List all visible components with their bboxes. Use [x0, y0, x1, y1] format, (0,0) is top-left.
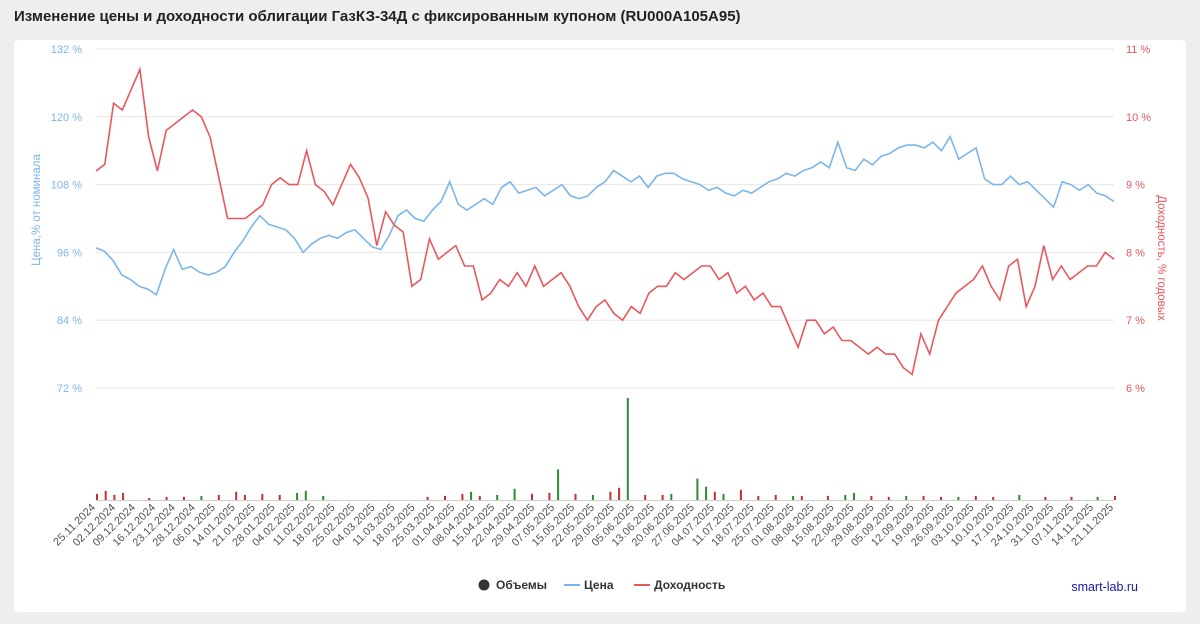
volume-bar — [217, 494, 220, 500]
volume-bar — [200, 495, 203, 500]
right-tick-label: 8 % — [1126, 247, 1145, 259]
volume-bar — [757, 495, 760, 500]
volume-bar — [661, 494, 664, 500]
chart-panel: 72 % 84 % 96 % 108 % 120 % 132 % 6 % 7 % 8 % 9 %… — [14, 40, 1186, 612]
volume-bar — [165, 496, 168, 500]
legend-label-volume: Объемы — [496, 578, 547, 592]
volume-bar — [591, 494, 594, 500]
volume-bar — [696, 478, 699, 500]
legend-item-volume[interactable]: Объемы — [478, 578, 547, 592]
volume-bar — [739, 489, 742, 500]
circle-icon — [478, 579, 490, 591]
volume-bar — [113, 494, 116, 500]
right-tick-label: 9 % — [1126, 180, 1145, 192]
left-tick-label: 108 % — [51, 180, 82, 192]
volume-bar — [957, 496, 960, 500]
chart-title: Изменение цены и доходности облигации Га… — [14, 8, 741, 25]
right-tick-label: 11 % — [1126, 44, 1150, 56]
volume-bar — [618, 487, 621, 500]
volume-bar — [853, 492, 855, 500]
chart-svg: 72 % 84 % 96 % 108 % 120 % 132 % 6 % 7 % 8 % 9 %… — [31, 44, 1167, 594]
volume-bar — [905, 495, 908, 500]
volume-bar — [496, 494, 499, 500]
volume-bar — [1018, 494, 1021, 500]
volume-bar — [96, 493, 98, 500]
volume-bar — [887, 496, 890, 500]
volume-bar — [148, 498, 151, 500]
right-tick-label: 6 % — [1126, 383, 1145, 395]
volume-bar — [974, 495, 977, 500]
volume-bar — [800, 495, 803, 500]
legend-label-yield: Доходность — [654, 578, 725, 592]
volume-bar — [444, 495, 446, 500]
volume-bar — [513, 488, 516, 500]
volume-bar — [304, 490, 307, 500]
price-series-line — [95, 134, 1115, 297]
left-tick-label: 72 % — [57, 383, 82, 395]
volume-bar — [122, 492, 125, 500]
left-tick-label: 120 % — [51, 112, 82, 124]
volume-bar — [792, 495, 795, 500]
volume-bar — [1096, 496, 1099, 500]
volume-bar — [470, 491, 473, 500]
volume-bar — [531, 493, 533, 500]
volume-bar — [705, 486, 708, 500]
volume-bars — [96, 398, 1116, 501]
volume-bar — [870, 495, 873, 500]
volume-bar — [322, 495, 325, 500]
volume-bar — [826, 495, 829, 500]
credit-link[interactable]: smart-lab.ru — [1071, 580, 1138, 594]
volume-bar — [992, 496, 995, 500]
volume-bar — [609, 491, 612, 500]
volume-bar — [774, 494, 777, 500]
volume-bar — [574, 493, 577, 500]
legend[interactable]: Объемы Цена Доходность — [478, 578, 726, 592]
volume-bar — [1044, 496, 1047, 500]
volume-bar — [478, 495, 481, 500]
volume-bar — [844, 494, 847, 500]
volume-bar — [626, 398, 629, 500]
volume-bar — [1114, 495, 1116, 500]
volume-bar — [243, 494, 246, 500]
volume-bar — [426, 496, 429, 500]
right-tick-label: 10 % — [1126, 112, 1151, 124]
volume-bar — [940, 496, 942, 500]
right-axis-ticks: 6 % 7 % 8 % 9 % 10 % 11 % — [1126, 44, 1151, 395]
volume-bar — [644, 494, 647, 500]
volume-bar — [722, 493, 725, 500]
right-axis-title: Доходность, % годовых — [1155, 195, 1167, 321]
volume-bar — [557, 469, 560, 500]
volume-bar — [183, 496, 185, 500]
left-axis-ticks: 72 % 84 % 96 % 108 % 120 % 132 % — [51, 44, 82, 395]
volume-bar — [235, 491, 238, 500]
left-axis-title: Цена,% от номинала — [31, 154, 43, 266]
gridlines — [96, 48, 1114, 389]
volume-bar — [713, 491, 716, 500]
yield-series-line — [95, 66, 1115, 376]
volume-bar — [104, 490, 107, 500]
left-tick-label: 96 % — [57, 247, 82, 259]
x-axis-ticks: 25.11.202402.12.202409.12.202416.12.2024… — [51, 502, 1116, 549]
volume-bar — [922, 495, 925, 500]
left-tick-label: 132 % — [51, 44, 82, 56]
volume-bar — [296, 492, 299, 500]
volume-bar — [461, 493, 464, 500]
legend-item-price[interactable]: Цена — [564, 578, 614, 592]
volume-bar — [261, 493, 264, 500]
volume-bar — [548, 492, 551, 500]
left-tick-label: 84 % — [57, 315, 82, 327]
volume-bar — [1070, 496, 1073, 500]
volume-bar — [670, 493, 673, 500]
legend-label-price: Цена — [584, 578, 614, 592]
legend-item-yield[interactable]: Доходность — [634, 578, 725, 592]
volume-bar — [278, 494, 281, 500]
right-tick-label: 7 % — [1126, 315, 1145, 327]
